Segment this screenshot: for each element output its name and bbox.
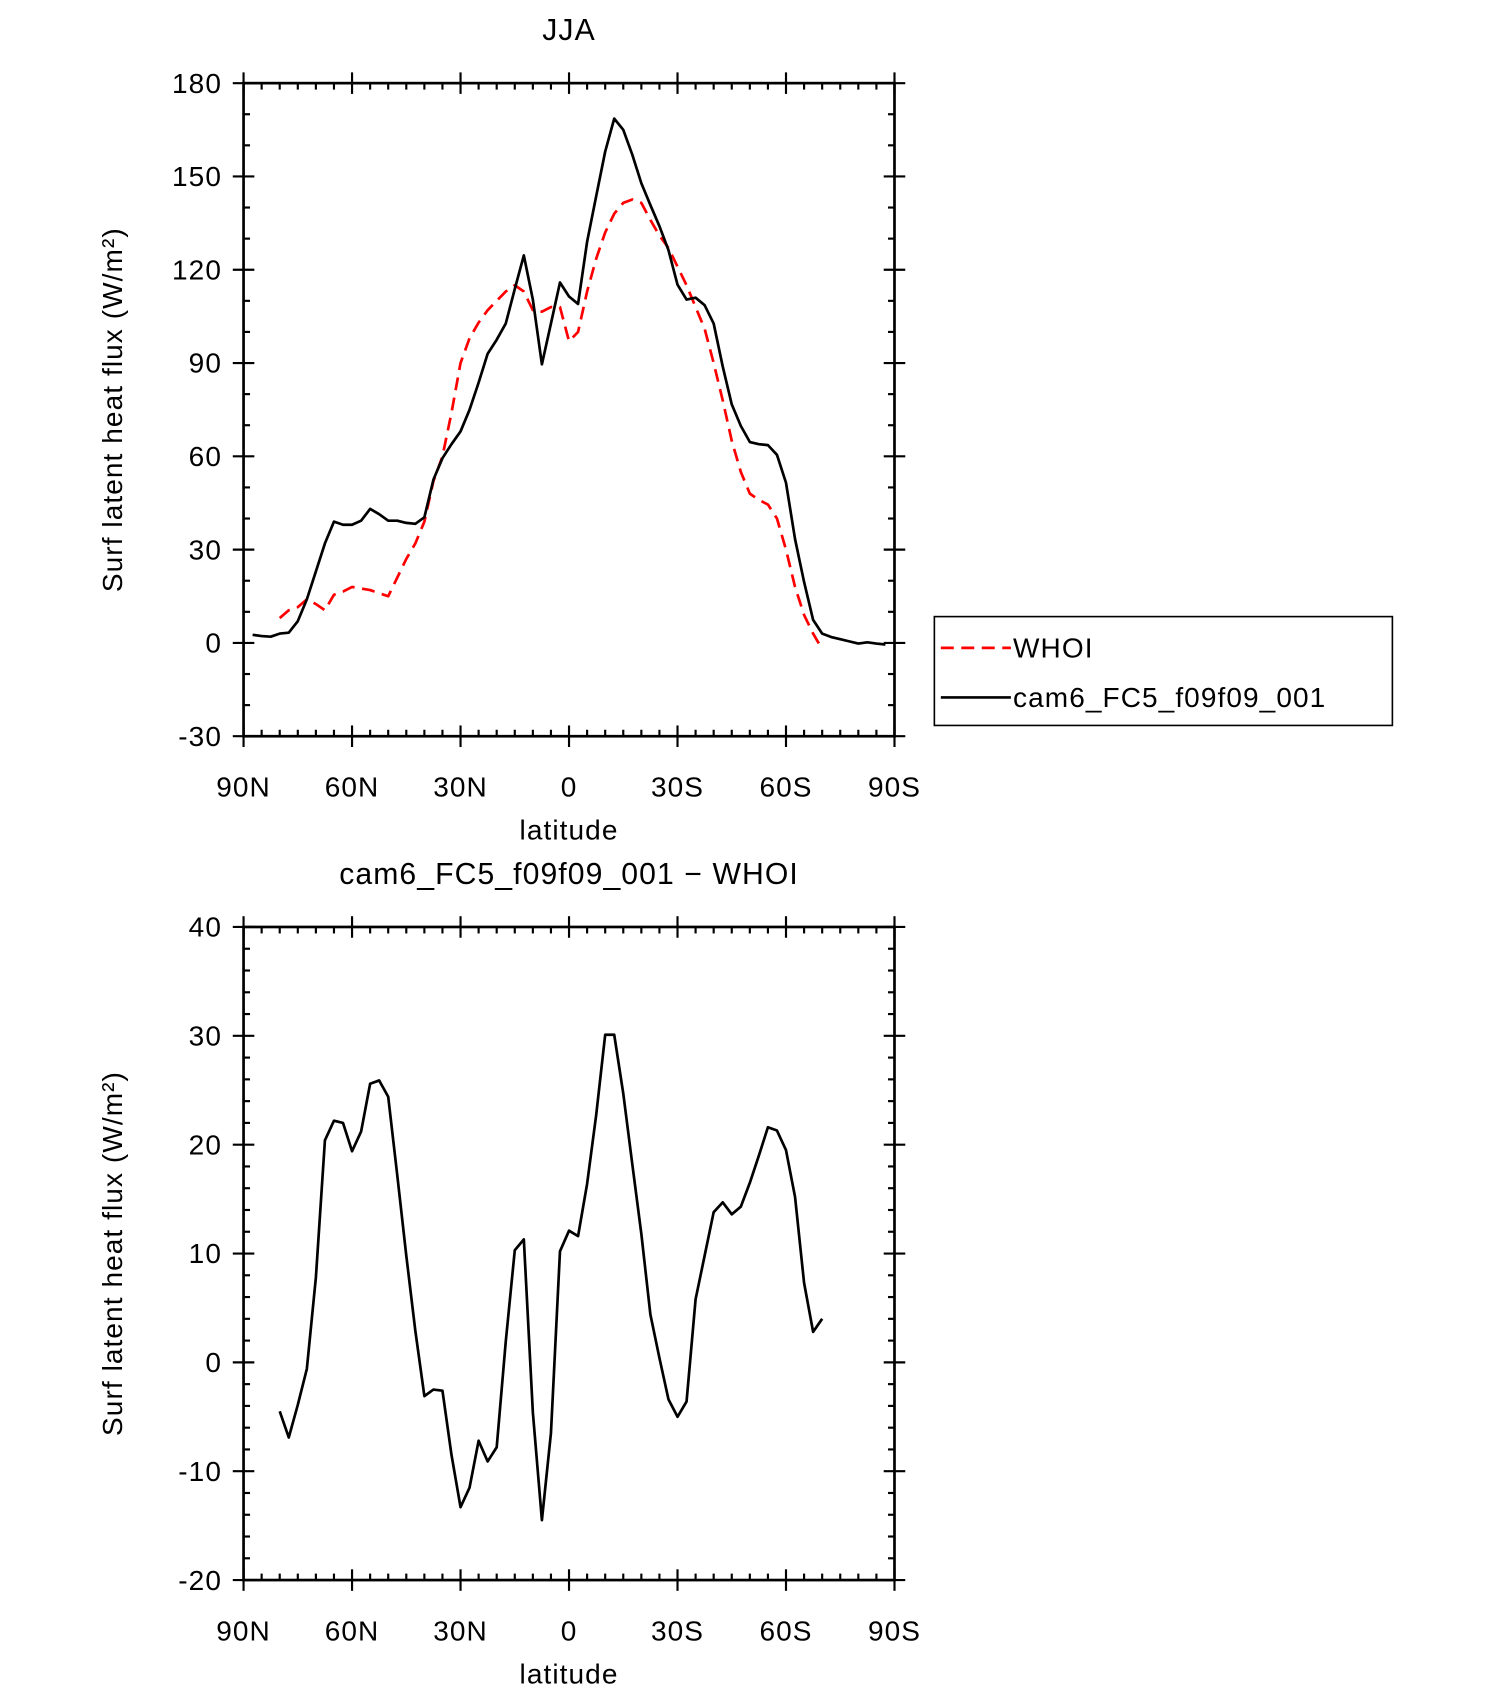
chart-title: cam6_FC5_f09f09_001 − WHOI (339, 858, 799, 891)
x-tick-label: 0 (561, 1615, 578, 1646)
y-tick-label: 60 (189, 441, 222, 472)
x-tick-label: 60S (759, 1615, 812, 1646)
x-tick-label: 90N (216, 772, 271, 803)
plot-frame (242, 81, 896, 738)
y-tick-label: 10 (189, 1238, 222, 1269)
y-axis-label: Surf latent heat flux (W/m²) (97, 1071, 128, 1436)
y-tick-label: -30 (178, 721, 222, 752)
x-tick-label: 60N (325, 772, 380, 803)
y-tick-label: -10 (178, 1456, 222, 1487)
series-line (278, 1033, 824, 1522)
legend-label: WHOI (1013, 633, 1094, 664)
series-line (252, 117, 886, 646)
x-tick-label: 30N (433, 772, 488, 803)
x-axis-label: latitude (520, 815, 619, 846)
x-tick-label: 60N (325, 1615, 380, 1646)
legend: WHOI cam6_FC5_f09f09_001 (933, 615, 1394, 727)
y-tick-label: -20 (178, 1565, 222, 1596)
series-line (278, 198, 824, 650)
y-tick-label: 30 (189, 1021, 222, 1052)
plot-frame (242, 925, 896, 1582)
x-tick-label: 60S (759, 772, 812, 803)
y-tick-label: 150 (172, 161, 222, 192)
x-tick-label: 90N (216, 1615, 271, 1646)
y-tick-label: 120 (172, 254, 222, 285)
y-tick-label: 0 (205, 628, 222, 659)
x-tick-label: 90S (868, 772, 921, 803)
y-tick-label: 20 (189, 1129, 222, 1160)
x-tick-label: 0 (561, 772, 578, 803)
legend-label: cam6_FC5_f09f09_001 (1013, 682, 1326, 713)
y-tick-label: 180 (172, 68, 222, 99)
x-tick-label: 30N (433, 1615, 488, 1646)
legend-box (933, 615, 1394, 727)
x-tick-label: 90S (868, 1615, 921, 1646)
y-tick-label: 90 (189, 348, 222, 379)
x-tick-label: 30S (651, 772, 704, 803)
y-tick-label: 40 (189, 912, 222, 943)
chart-title: JJA (542, 14, 596, 47)
x-tick-label: 30S (651, 1615, 704, 1646)
y-tick-label: 30 (189, 534, 222, 565)
x-axis-label: latitude (520, 1659, 619, 1690)
y-axis-label: Surf latent heat flux (W/m²) (97, 227, 128, 592)
y-tick-label: 0 (205, 1347, 222, 1378)
